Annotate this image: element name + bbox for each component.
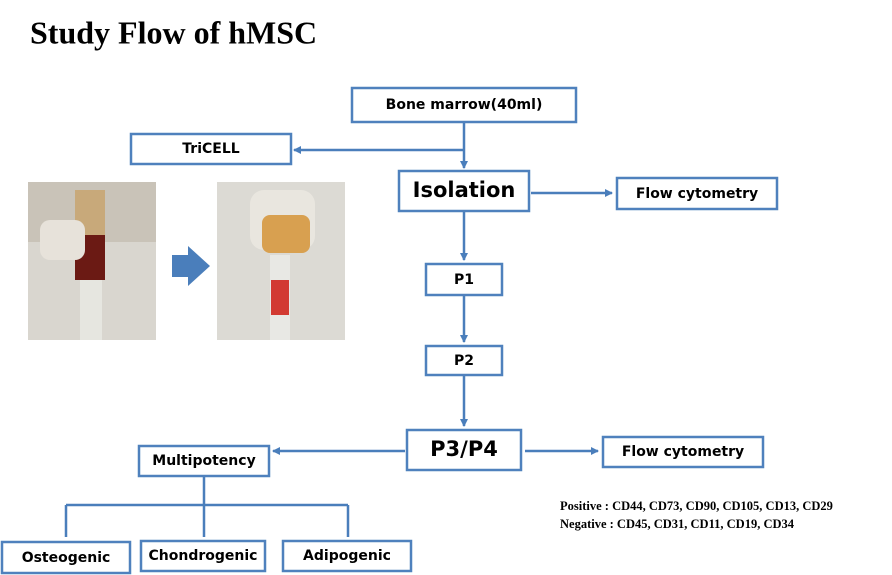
- node: Osteogenic: [0, 540, 132, 575]
- positive-markers: Positive : CD44, CD73, CD90, CD105, CD13…: [560, 499, 833, 513]
- shape: [424, 262, 504, 297]
- shape: [281, 539, 413, 573]
- element: Multipotency: [152, 453, 255, 469]
- element: P2: [454, 353, 474, 369]
- node: P1: [424, 262, 504, 297]
- node: Bone marrow(40ml): [350, 86, 578, 124]
- node: P3/P4: [405, 428, 523, 472]
- shape: [139, 539, 267, 573]
- node: Flow cytometry: [601, 435, 765, 469]
- photo-right: [217, 182, 345, 340]
- node: Multipotency: [137, 444, 271, 478]
- shape: [424, 344, 504, 377]
- shape: [601, 435, 765, 469]
- shape: [397, 169, 531, 213]
- element: Chondrogenic: [149, 548, 258, 564]
- connectors: [64, 122, 613, 537]
- photo-left: [28, 182, 156, 340]
- title: Study Flow of hMSC: [30, 14, 317, 50]
- shape: [350, 86, 578, 124]
- node: Chondrogenic: [139, 539, 267, 573]
- shape: [129, 132, 293, 166]
- shape: [0, 540, 132, 575]
- element: Flow cytometry: [622, 444, 744, 460]
- element: Isolation: [413, 178, 516, 202]
- element: Osteogenic: [22, 550, 111, 566]
- element: P3/P4: [430, 437, 498, 461]
- photo-arrow: [172, 246, 210, 286]
- element: Flow cytometry: [636, 186, 758, 202]
- node: Isolation: [397, 169, 531, 213]
- node: TriCELL: [129, 132, 293, 166]
- element: P1: [454, 272, 474, 288]
- shape: [405, 428, 523, 472]
- element: Bone marrow(40ml): [386, 97, 543, 113]
- element: [64, 476, 350, 537]
- element: Adipogenic: [303, 548, 391, 564]
- node: Adipogenic: [281, 539, 413, 573]
- node: P2: [424, 344, 504, 377]
- shape: [615, 176, 779, 211]
- negative-markers: Negative : CD45, CD31, CD11, CD19, CD34: [560, 517, 795, 531]
- shape: [80, 280, 102, 340]
- shape: [271, 280, 289, 315]
- shape: [262, 215, 310, 253]
- shape: [137, 444, 271, 478]
- shape: [40, 220, 85, 260]
- element: TriCELL: [182, 141, 239, 157]
- node: Flow cytometry: [615, 176, 779, 211]
